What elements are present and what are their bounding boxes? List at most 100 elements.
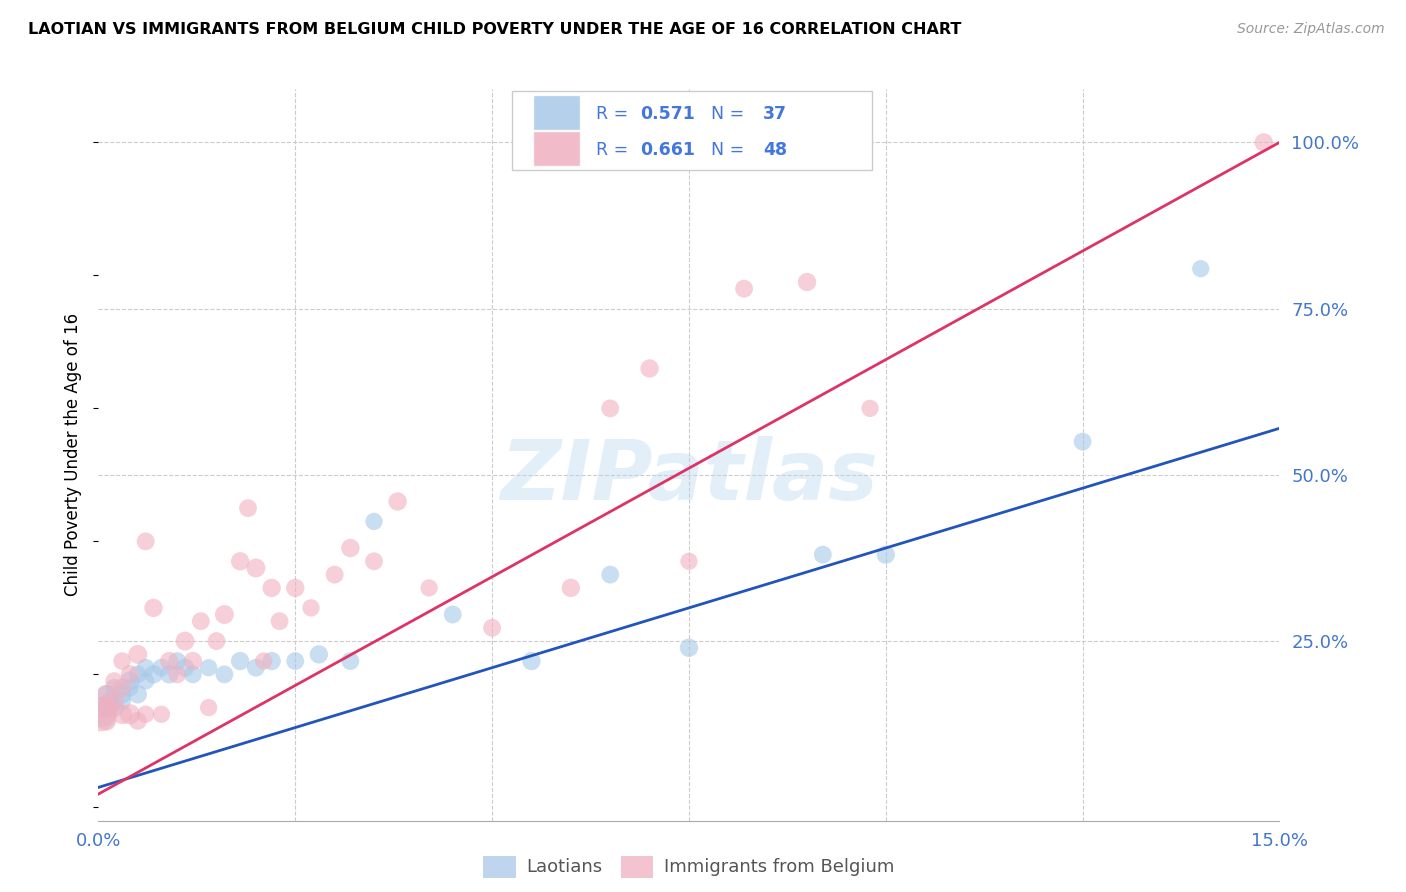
- Point: [363, 515, 385, 529]
- Text: 37: 37: [763, 105, 787, 123]
- Point: [214, 607, 236, 622]
- Point: [96, 714, 118, 728]
- Point: [1071, 434, 1094, 449]
- Point: [418, 581, 440, 595]
- Point: [678, 640, 700, 655]
- Point: [245, 561, 267, 575]
- Point: [229, 554, 252, 568]
- Point: [599, 567, 621, 582]
- Point: [96, 700, 118, 714]
- Point: [387, 494, 409, 508]
- Point: [811, 548, 834, 562]
- FancyBboxPatch shape: [533, 131, 581, 166]
- Point: [111, 654, 134, 668]
- Point: [678, 554, 700, 568]
- Point: [103, 681, 125, 695]
- Point: [118, 707, 141, 722]
- FancyBboxPatch shape: [512, 91, 872, 169]
- Point: [96, 687, 118, 701]
- Point: [859, 401, 882, 416]
- Point: [91, 707, 114, 722]
- Point: [157, 667, 180, 681]
- Point: [127, 648, 149, 662]
- Point: [91, 700, 114, 714]
- Point: [253, 654, 276, 668]
- Text: 0.661: 0.661: [641, 141, 696, 160]
- Point: [308, 648, 330, 662]
- Point: [214, 667, 236, 681]
- Point: [111, 681, 134, 695]
- Point: [166, 654, 188, 668]
- Point: [520, 654, 543, 668]
- Point: [103, 673, 125, 688]
- Point: [638, 361, 661, 376]
- Point: [103, 700, 125, 714]
- Point: [339, 541, 361, 555]
- Point: [339, 654, 361, 668]
- Point: [299, 600, 322, 615]
- Point: [127, 714, 149, 728]
- Text: ZIPatlas: ZIPatlas: [501, 436, 877, 517]
- Point: [481, 621, 503, 635]
- Point: [363, 554, 385, 568]
- Point: [118, 673, 141, 688]
- Text: 48: 48: [763, 141, 787, 160]
- Text: 0.571: 0.571: [641, 105, 696, 123]
- Point: [260, 581, 283, 595]
- Point: [98, 694, 121, 708]
- Point: [205, 634, 228, 648]
- Point: [166, 667, 188, 681]
- Point: [89, 707, 111, 722]
- Point: [733, 282, 755, 296]
- Text: LAOTIAN VS IMMIGRANTS FROM BELGIUM CHILD POVERTY UNDER THE AGE OF 16 CORRELATION: LAOTIAN VS IMMIGRANTS FROM BELGIUM CHILD…: [28, 22, 962, 37]
- Point: [135, 661, 157, 675]
- Point: [98, 700, 121, 714]
- Point: [157, 654, 180, 668]
- Point: [111, 707, 134, 722]
- Point: [103, 694, 125, 708]
- Point: [135, 707, 157, 722]
- Legend: Laotians, Immigrants from Belgium: Laotians, Immigrants from Belgium: [477, 848, 901, 885]
- Point: [599, 401, 621, 416]
- Point: [269, 614, 291, 628]
- Point: [260, 654, 283, 668]
- Point: [190, 614, 212, 628]
- Point: [245, 661, 267, 675]
- Point: [284, 581, 307, 595]
- Point: [197, 661, 219, 675]
- Point: [118, 667, 141, 681]
- Text: Source: ZipAtlas.com: Source: ZipAtlas.com: [1237, 22, 1385, 37]
- Point: [150, 707, 173, 722]
- Point: [181, 654, 204, 668]
- Point: [1189, 261, 1212, 276]
- Point: [96, 687, 118, 701]
- Point: [111, 687, 134, 701]
- Point: [560, 581, 582, 595]
- Point: [135, 534, 157, 549]
- Point: [229, 654, 252, 668]
- Point: [174, 661, 197, 675]
- Point: [174, 634, 197, 648]
- Point: [441, 607, 464, 622]
- Text: R =: R =: [596, 141, 633, 160]
- FancyBboxPatch shape: [533, 95, 581, 130]
- Text: N =: N =: [700, 141, 749, 160]
- Point: [796, 275, 818, 289]
- Y-axis label: Child Poverty Under the Age of 16: Child Poverty Under the Age of 16: [65, 313, 83, 597]
- Point: [118, 681, 141, 695]
- Point: [142, 600, 165, 615]
- Point: [142, 667, 165, 681]
- Point: [111, 694, 134, 708]
- Point: [875, 548, 897, 562]
- Text: R =: R =: [596, 105, 633, 123]
- Point: [181, 667, 204, 681]
- Point: [1253, 136, 1275, 150]
- Point: [197, 700, 219, 714]
- Point: [127, 687, 149, 701]
- Point: [127, 667, 149, 681]
- Point: [236, 501, 259, 516]
- Point: [135, 673, 157, 688]
- Point: [323, 567, 346, 582]
- Point: [150, 661, 173, 675]
- Point: [284, 654, 307, 668]
